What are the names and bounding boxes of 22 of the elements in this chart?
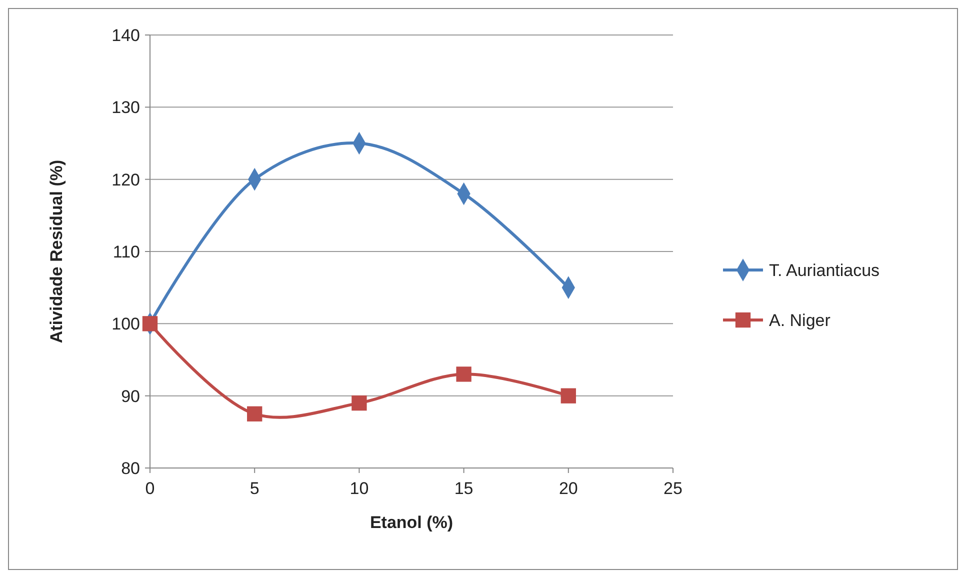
legend-label: A. Niger [769, 310, 831, 330]
x-tick-label: 10 [350, 479, 369, 498]
x-tick-label: 25 [664, 479, 682, 498]
y-tick-label: 120 [112, 170, 140, 190]
point [247, 406, 262, 422]
y-tick-label: 140 [112, 26, 140, 45]
y-tick-label: 100 [112, 314, 140, 334]
y-tick-label: 130 [112, 98, 140, 118]
x-tick-label: 15 [454, 479, 474, 498]
legend-label: T. Auriantiacus [769, 260, 880, 280]
point [456, 366, 472, 382]
point [352, 395, 367, 411]
x-axis-title: Etanol (%) [370, 513, 454, 532]
y-tick-label: 80 [121, 458, 140, 478]
point [142, 316, 158, 332]
y-tick-label: 90 [121, 386, 140, 406]
x-tick-label: 5 [250, 479, 260, 498]
x-tick-label: 20 [558, 479, 578, 498]
x-tick-label: 0 [145, 479, 155, 498]
point [560, 388, 576, 404]
y-axis-title: Atividade Residual (%) [47, 160, 66, 344]
y-tick-label: 110 [112, 242, 140, 262]
